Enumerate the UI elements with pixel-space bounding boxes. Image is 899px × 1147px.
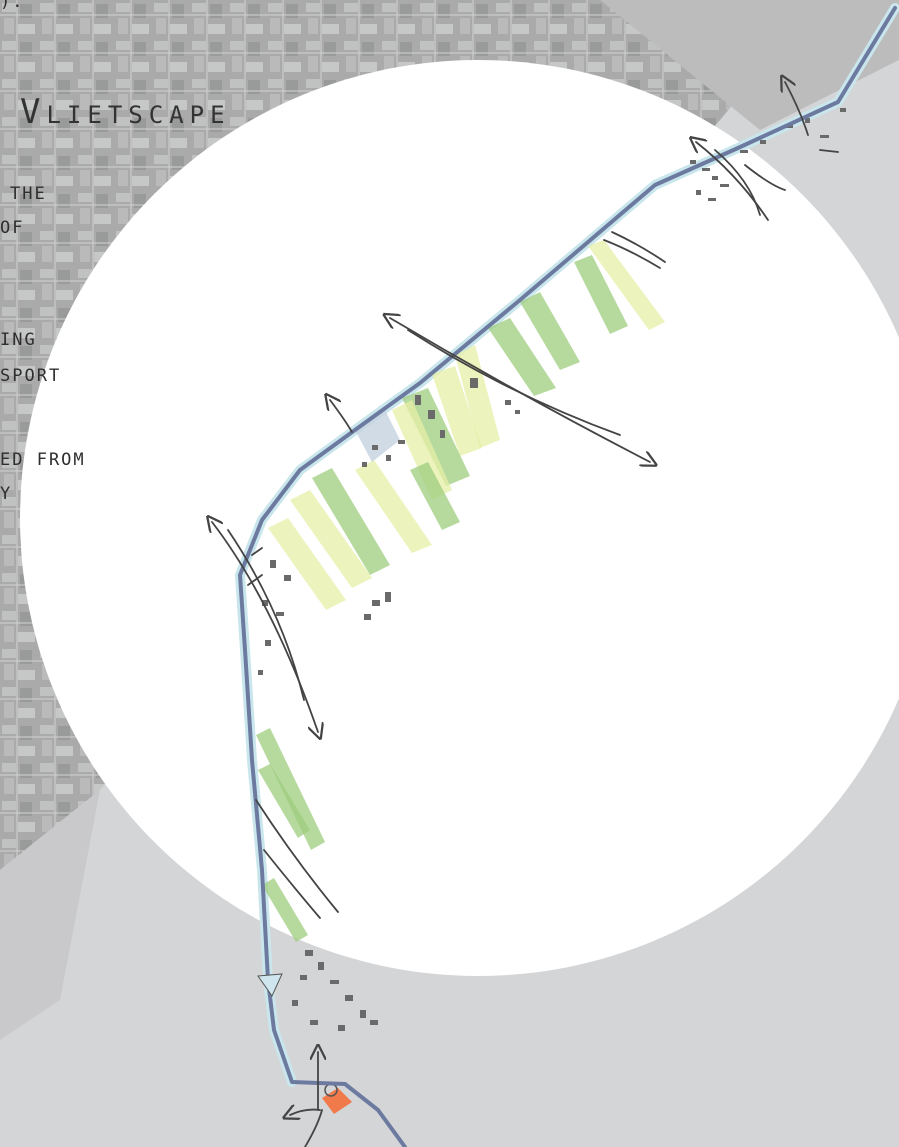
text-fragment: SPORT (0, 366, 62, 386)
text-fragment: OF (0, 218, 25, 238)
green-strip (410, 462, 460, 530)
route-arrow-icon (212, 522, 318, 732)
text-fragment: ). (0, 0, 25, 12)
green-strip (258, 764, 310, 838)
text-fragment: THE (10, 184, 47, 204)
focus-lens-circle (20, 60, 899, 976)
connection-arrows (212, 82, 839, 1147)
route-arrow-icon (290, 1110, 321, 1115)
route-arrow-icon (696, 142, 769, 221)
text-fragment: ING (0, 330, 37, 350)
yellow-strip (355, 460, 432, 553)
text-fragment: ED FROM (0, 450, 86, 470)
green-strip (256, 728, 325, 850)
route-arrow-icon (304, 1109, 323, 1147)
route-arrow-icon (227, 529, 305, 701)
map-title: Vlietscape (20, 92, 231, 132)
route-arrow-icon (330, 400, 353, 433)
green-strip (262, 878, 308, 942)
route-arrow-icon (714, 149, 761, 216)
route-arrow-icon (407, 329, 621, 436)
green-strip (312, 468, 390, 575)
text-fragment: Y (0, 484, 13, 504)
green-strip (588, 240, 665, 330)
route-arrow-icon (785, 82, 809, 136)
arrow-head-icon (257, 973, 283, 998)
